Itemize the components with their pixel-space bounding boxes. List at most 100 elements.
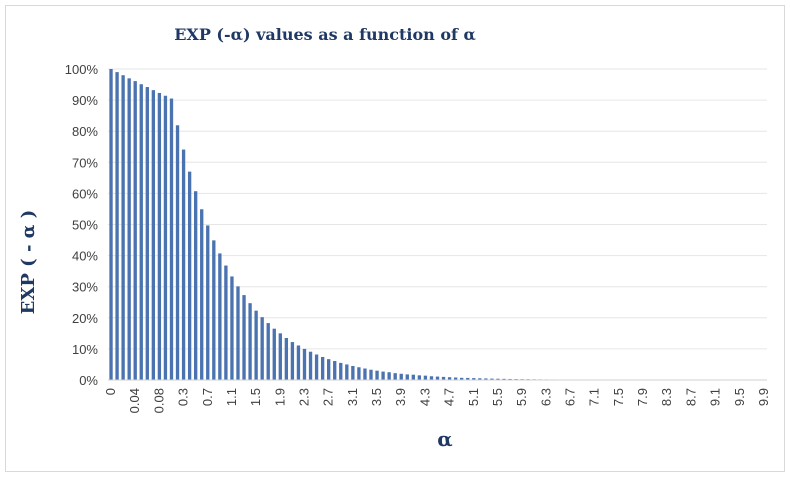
x-tick-label: 0 xyxy=(103,388,118,395)
bar xyxy=(133,81,137,380)
bar xyxy=(248,303,252,380)
bar xyxy=(139,84,143,381)
bar xyxy=(254,310,258,380)
bar xyxy=(375,370,379,380)
x-tick-label: 3.9 xyxy=(393,388,408,406)
y-tick-label: 60% xyxy=(72,186,98,201)
chart-title: EXP (-α) values as a function of α xyxy=(174,25,476,44)
x-tick-label: 1.5 xyxy=(248,388,263,406)
bar xyxy=(224,265,228,380)
x-tick-label: 1.1 xyxy=(224,388,239,406)
bar xyxy=(163,95,168,380)
bar xyxy=(327,359,331,380)
bar xyxy=(345,364,349,380)
x-tick-label: 7.1 xyxy=(587,388,602,406)
bar xyxy=(121,75,125,380)
bar xyxy=(369,369,373,380)
bar xyxy=(502,378,506,380)
x-tick-label: 3.1 xyxy=(345,388,360,406)
y-tick-label: 20% xyxy=(72,311,98,326)
bar xyxy=(472,378,476,380)
x-tick-label: 9.9 xyxy=(756,388,771,406)
bar xyxy=(157,92,162,380)
bar xyxy=(169,98,174,381)
bar xyxy=(478,378,482,380)
y-tick-label: 50% xyxy=(72,218,98,233)
bar xyxy=(230,276,234,380)
bar xyxy=(441,376,446,380)
x-tick-label: 7.9 xyxy=(635,388,650,406)
bar xyxy=(278,333,282,380)
bar xyxy=(242,295,246,380)
bar xyxy=(447,377,452,380)
bar xyxy=(484,378,488,380)
x-tick-label: 1.9 xyxy=(272,388,287,406)
gridlines xyxy=(108,68,767,350)
bar xyxy=(399,373,403,380)
bar xyxy=(357,367,361,380)
x-tick-label: 2.3 xyxy=(296,388,311,406)
bar xyxy=(453,377,458,380)
y-tick-label: 80% xyxy=(72,124,98,139)
bar xyxy=(302,348,307,380)
bar xyxy=(109,69,113,380)
y-tick-label: 10% xyxy=(72,342,98,357)
bar xyxy=(387,372,391,380)
bar xyxy=(206,225,210,380)
bar xyxy=(508,378,512,380)
bar xyxy=(127,78,131,380)
bar xyxy=(320,356,325,380)
y-tick-label: 90% xyxy=(72,93,98,108)
x-tick-label: 5.9 xyxy=(514,388,529,406)
bar xyxy=(175,125,180,380)
x-tick-label: 9.5 xyxy=(732,388,747,406)
bar xyxy=(181,149,186,380)
bar xyxy=(187,171,192,380)
x-axis-label: α xyxy=(437,427,452,451)
bar xyxy=(460,377,464,380)
x-tick-label: 6.7 xyxy=(563,388,578,406)
y-tick-label: 100% xyxy=(65,62,99,77)
bar xyxy=(266,323,270,380)
bar xyxy=(260,317,264,380)
x-tick-label: 8.3 xyxy=(659,388,674,406)
bar xyxy=(411,374,415,380)
x-tick-label: 0.08 xyxy=(151,388,166,413)
bar xyxy=(393,373,397,380)
bar xyxy=(115,72,119,381)
y-tick-label: 30% xyxy=(72,280,98,295)
bar xyxy=(333,361,337,380)
y-tick-label: 70% xyxy=(72,155,98,170)
bar xyxy=(236,286,240,380)
x-tick-label: 0.04 xyxy=(127,388,142,413)
bar xyxy=(151,90,156,381)
bar xyxy=(308,351,313,380)
bar xyxy=(490,378,494,380)
x-tick-label: 3.5 xyxy=(369,388,384,406)
x-tick-label: 0.3 xyxy=(176,388,191,406)
y-tick-label: 40% xyxy=(72,249,98,264)
bar xyxy=(363,368,367,380)
x-tick-label: 6.3 xyxy=(538,388,553,406)
bar xyxy=(405,374,409,380)
bar xyxy=(284,338,289,380)
y-axis-label: EXP ( - α ) xyxy=(18,210,39,315)
bar xyxy=(429,376,434,380)
y-tick-label: 0% xyxy=(79,373,98,388)
bar xyxy=(145,87,149,380)
x-tick-label: 4.7 xyxy=(442,388,457,406)
bar xyxy=(351,366,355,380)
bar xyxy=(381,371,385,380)
x-tick-label: 4.3 xyxy=(417,388,432,406)
x-tick-labels: 0 0.04 0.08 0.3 0.7 1.1 1.5 1.9 2.3 2.7 3.1 3.5 3.9 4… xyxy=(103,388,771,413)
bar xyxy=(200,209,204,380)
x-tick-label: 2.7 xyxy=(321,388,336,406)
bar xyxy=(272,328,276,380)
x-tick-label: 9.1 xyxy=(708,388,723,406)
x-tick-label: 5.1 xyxy=(466,388,481,406)
bars xyxy=(109,69,766,381)
bar xyxy=(496,378,500,380)
bar xyxy=(423,375,428,380)
bar xyxy=(417,375,422,380)
bar xyxy=(194,191,198,380)
